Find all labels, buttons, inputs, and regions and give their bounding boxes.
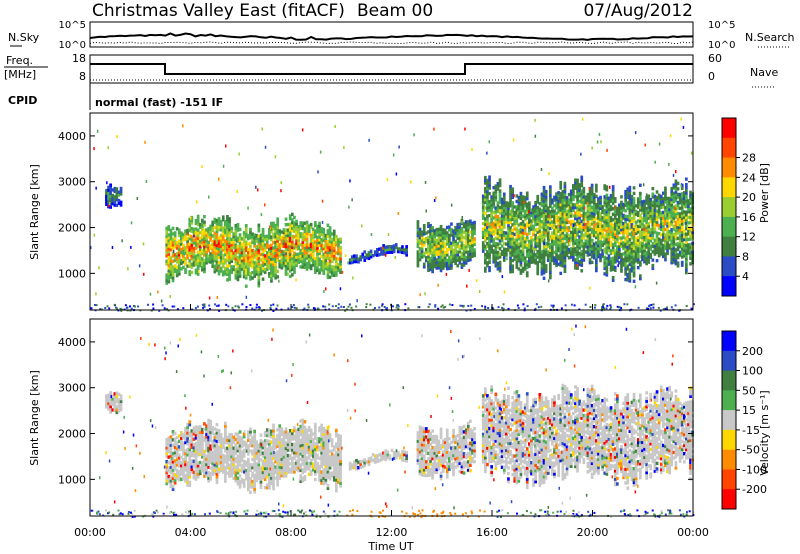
freq-tick-top: 18 — [72, 52, 86, 65]
colorbar-swatch — [722, 157, 736, 178]
colorbar-tick-label: -15 — [742, 424, 760, 437]
colorbar-tick-label: 16 — [742, 211, 756, 224]
xtick-label: 16:00 — [476, 526, 508, 539]
colorbar-tick-label: -50 — [742, 444, 760, 457]
velocity-frame — [89, 318, 694, 517]
cpid-label: CPID — [8, 94, 37, 107]
colorbar-tick-label: 200 — [742, 345, 763, 358]
colorbar-swatch — [722, 177, 736, 198]
colorbar-swatch — [722, 256, 736, 277]
velocity-colorbar: 200 100 50 15 -15 -50 -100 -200 — [721, 330, 767, 510]
nave-tick-bottom: 0 — [708, 70, 715, 83]
noise-sky-line — [89, 32, 694, 41]
noise-panel: N.Sky N.Search 10^5 10^0 10^5 10^0 — [8, 20, 795, 51]
colorbar-tick-label: 100 — [742, 365, 763, 378]
power-cells — [90, 117, 695, 312]
date-title: 07/Aug/2012 — [583, 1, 693, 21]
colorbar-swatch — [722, 118, 736, 139]
velocity-cells — [90, 324, 695, 518]
noise-tick-top-right: 10^5 — [708, 20, 735, 31]
colorbar-swatch — [722, 449, 736, 470]
time-axis-label: Time UT — [367, 540, 413, 553]
ytick-label: 2000 — [58, 222, 86, 235]
power-colorbar-label: Power [dB] — [758, 163, 771, 223]
freq-panel: Freq. [MHz] 18 8 60 0 Nave — [4, 52, 778, 88]
power-yticks: 1000 2000 3000 4000 — [58, 130, 693, 280]
noise-tick-top-left: 10^5 — [59, 20, 86, 31]
colorbar-swatch — [722, 390, 736, 411]
power-panel: 1000 2000 3000 4000 Slant Range [km] — [28, 112, 695, 312]
ytick-label: 3000 — [58, 382, 86, 395]
colorbar-swatch — [722, 216, 736, 238]
beam-title: Beam 00 — [357, 1, 433, 21]
colorbar-swatch — [722, 276, 736, 297]
colorbar-swatch — [722, 489, 736, 510]
nsky-label: N.Sky — [8, 31, 40, 44]
colorbar-swatch — [722, 370, 736, 391]
nave-tick-top: 60 — [708, 52, 722, 65]
colorbar-swatch — [722, 469, 736, 490]
ytick-label: 1000 — [58, 473, 86, 486]
velocity-ylabel: Slant Range [km] — [28, 370, 41, 466]
colorbar-tick-label: 15 — [742, 404, 756, 417]
time-axis-ticks: 00:00 04:00 08:00 12:00 16:00 20:00 00:00 — [74, 304, 709, 539]
nave-label: Nave — [750, 66, 778, 79]
nsearch-label: N.Search — [745, 31, 795, 44]
colorbar-swatch — [722, 331, 736, 352]
colorbar-swatch — [722, 137, 736, 159]
ytick-label: 4000 — [58, 336, 86, 349]
xtick-label: 12:00 — [376, 526, 408, 539]
xtick-label: 08:00 — [275, 526, 307, 539]
xtick-label: 00:00 — [74, 526, 106, 539]
colorbar-tick-label: 8 — [742, 250, 749, 263]
xtick-label: 04:00 — [175, 526, 207, 539]
colorbar-tick-label: 28 — [742, 152, 756, 165]
velocity-colorbar-label: Velocity [m s⁻¹] — [758, 390, 771, 475]
ytick-label: 4000 — [58, 130, 86, 143]
freq-unit-label: [MHz] — [4, 68, 36, 81]
power-ylabel: Slant Range [km] — [28, 164, 41, 260]
velocity-yticks: 1000 2000 3000 4000 — [58, 336, 693, 486]
station-title: Christmas Valley East (fitACF) — [92, 1, 345, 21]
ytick-label: 1000 — [58, 267, 86, 280]
colorbar-swatch — [722, 236, 736, 257]
power-colorbar: 4 8 12 16 20 24 28 — [721, 117, 756, 297]
colorbar-tick-label: 12 — [742, 231, 756, 244]
colorbar-tick-label: 4 — [742, 270, 749, 283]
colorbar-swatch — [722, 350, 736, 372]
freq-label: Freq. — [6, 54, 33, 67]
ytick-label: 2000 — [58, 428, 86, 441]
colorbar-swatch — [722, 429, 736, 451]
noise-tick-bottom-right: 10^0 — [708, 40, 735, 51]
cpid-text: normal (fast) -151 IF — [95, 96, 223, 109]
colorbar-tick-label: 20 — [742, 191, 756, 204]
freq-tick-bottom: 8 — [79, 70, 86, 83]
noise-tick-bottom-left: 10^0 — [59, 40, 86, 51]
colorbar-tick-label: -200 — [742, 483, 767, 496]
xtick-label: 00:00 — [677, 526, 709, 539]
freq-line — [90, 63, 693, 75]
ytick-label: 3000 — [58, 176, 86, 189]
colorbar-swatch — [722, 197, 736, 218]
colorbar-swatch — [722, 410, 736, 431]
colorbar-tick-label: 24 — [742, 171, 756, 184]
cpid-panel: CPID normal (fast) -151 IF — [8, 83, 223, 110]
colorbar-tick-label: 50 — [742, 384, 756, 397]
noise-search-line — [89, 41, 694, 45]
xtick-label: 20:00 — [577, 526, 609, 539]
colorbar-tick-label: -100 — [742, 463, 767, 476]
